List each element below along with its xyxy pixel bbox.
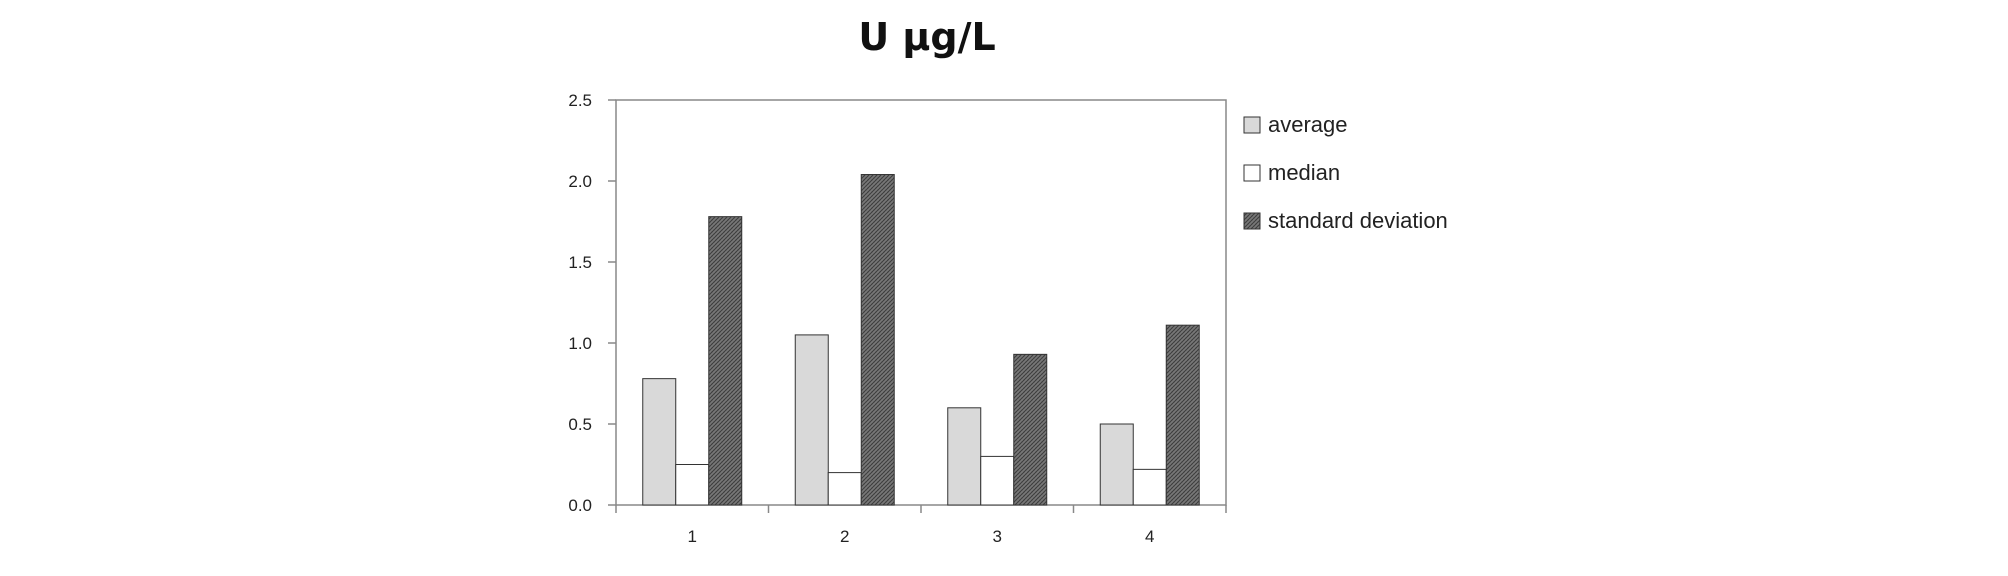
bar-standard-deviation-4 bbox=[1165, 324, 1200, 506]
chart-title: U µg/L bbox=[858, 15, 995, 59]
bar-standard-deviation-1 bbox=[708, 216, 743, 506]
bar-average-1 bbox=[642, 378, 677, 506]
y-tick-label: 2.5 bbox=[568, 91, 592, 110]
x-tick-label: 2 bbox=[840, 527, 849, 546]
legend-swatch bbox=[1243, 164, 1261, 182]
bars bbox=[642, 174, 1200, 506]
bar-standard-deviation-3 bbox=[1013, 353, 1048, 506]
legend-label: median bbox=[1268, 160, 1340, 185]
bar-median-2 bbox=[827, 472, 862, 506]
y-tick-label: 0.5 bbox=[568, 415, 592, 434]
legend-swatch bbox=[1243, 212, 1261, 230]
legend-swatch bbox=[1243, 116, 1261, 134]
legend: average median standard deviation bbox=[1243, 112, 1448, 233]
legend-label: average bbox=[1268, 112, 1348, 137]
plot-area bbox=[615, 99, 1227, 506]
x-tick-label: 4 bbox=[1145, 527, 1154, 546]
y-tick-label: 0.0 bbox=[568, 496, 592, 515]
bar-average-2 bbox=[794, 334, 829, 506]
bar-median-3 bbox=[980, 455, 1015, 506]
bar-average-3 bbox=[947, 407, 982, 506]
x-tick-label: 3 bbox=[993, 527, 1002, 546]
y-tick-label: 1.5 bbox=[568, 253, 592, 272]
bar-median-1 bbox=[675, 464, 710, 506]
y-tick-label: 1.0 bbox=[568, 334, 592, 353]
bar-median-4 bbox=[1132, 468, 1167, 506]
x-tick-label: 1 bbox=[688, 527, 697, 546]
legend-label: standard deviation bbox=[1268, 208, 1448, 233]
y-tick-label: 2.0 bbox=[568, 172, 592, 191]
x-axis: 1 2 3 4 bbox=[615, 505, 1227, 546]
bar-standard-deviation-2 bbox=[860, 174, 895, 506]
y-axis: 0.0 0.5 1.0 1.5 2.0 2.5 bbox=[568, 91, 616, 515]
bar-average-4 bbox=[1099, 423, 1134, 506]
